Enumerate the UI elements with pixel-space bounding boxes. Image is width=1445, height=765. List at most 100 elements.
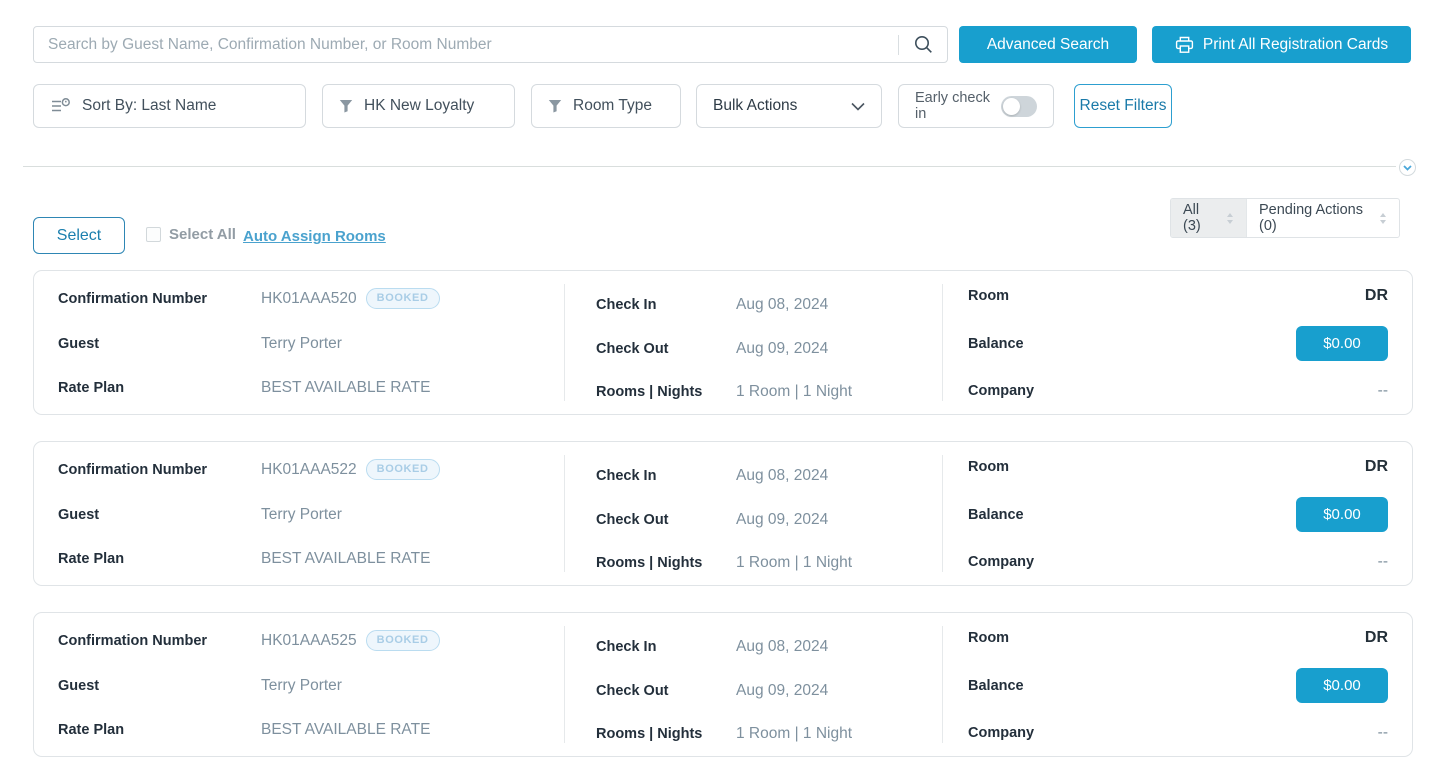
advanced-search-button[interactable]: Advanced Search	[959, 26, 1137, 63]
balance-label: Balance	[968, 335, 1024, 352]
early-check-in-control: Early check in	[898, 84, 1054, 128]
company-value: --	[1377, 553, 1388, 570]
confirmation-number-label: Confirmation Number	[58, 290, 208, 307]
balance-button[interactable]: $0.00	[1296, 497, 1388, 532]
select-all-checkbox[interactable]	[146, 227, 161, 242]
guest-value: Terry Porter	[261, 506, 342, 523]
room-value: DR	[1364, 629, 1388, 646]
hk-new-loyalty-label: HK New Loyalty	[364, 97, 475, 114]
room-value: DR	[1364, 287, 1388, 304]
confirmation-number-label: Confirmation Number	[58, 461, 208, 478]
balance-button[interactable]: $0.00	[1296, 668, 1388, 703]
confirmation-number-value: HK01AAA525	[261, 631, 357, 649]
bulk-actions-label: Bulk Actions	[713, 97, 798, 114]
guest-value: Terry Porter	[261, 677, 342, 694]
search-button[interactable]	[899, 27, 947, 62]
filter-funnel-icon	[548, 99, 562, 113]
company-label: Company	[968, 725, 1035, 741]
tab-pending-actions[interactable]: Pending Actions (0)	[1246, 199, 1399, 237]
room-type-filter[interactable]: Room Type	[531, 84, 681, 128]
search-input[interactable]	[34, 27, 898, 62]
rate-plan-label: Rate Plan	[58, 722, 125, 738]
hk-new-loyalty-filter[interactable]: HK New Loyalty	[322, 84, 515, 128]
toggle-knob	[1003, 97, 1020, 115]
reset-filters-button[interactable]: Reset Filters	[1074, 84, 1172, 128]
sort-icon	[50, 97, 71, 115]
company-label: Company	[968, 554, 1035, 570]
card-stay-column: Check In Aug 08, 2024 Check Out Aug 09, …	[596, 442, 942, 585]
card-guest-column: Confirmation Number HK01AAA525 BOOKED Gu…	[58, 613, 564, 756]
search-divider	[898, 34, 899, 55]
collapse-filters-button[interactable]	[1399, 159, 1416, 176]
rooms-nights-value: 1 Room | 1 Night	[736, 554, 853, 571]
card-divider	[564, 626, 565, 743]
reservation-card[interactable]: Confirmation Number HK01AAA522 BOOKED Gu…	[33, 441, 1413, 586]
card-room-column: Room DR Balance $0.00 Company --	[968, 271, 1388, 414]
check-in-value: Aug 08, 2024	[736, 467, 829, 484]
rooms-nights-value: 1 Room | 1 Night	[736, 383, 853, 400]
select-all-label: Select All	[169, 226, 236, 243]
rooms-nights-label: Rooms | Nights	[596, 384, 703, 400]
check-out-label: Check Out	[596, 682, 669, 699]
balance-button[interactable]: $0.00	[1296, 326, 1388, 361]
company-value: --	[1377, 382, 1388, 399]
company-value: --	[1377, 724, 1388, 741]
status-badge: BOOKED	[365, 288, 440, 309]
early-check-in-toggle[interactable]	[1001, 95, 1037, 117]
status-badge: BOOKED	[365, 630, 440, 651]
company-label: Company	[968, 383, 1035, 399]
rate-plan-value: BEST AVAILABLE RATE	[261, 550, 431, 567]
card-guest-column: Confirmation Number HK01AAA522 BOOKED Gu…	[58, 442, 564, 585]
tab-pending-label: Pending Actions (0)	[1259, 202, 1363, 234]
print-all-label: Print All Registration Cards	[1202, 35, 1389, 53]
check-in-value: Aug 08, 2024	[736, 638, 829, 655]
select-label: Select	[56, 226, 102, 244]
print-all-registration-cards-button[interactable]: Print All Registration Cards	[1152, 26, 1411, 63]
bulk-actions-dropdown[interactable]: Bulk Actions	[696, 84, 882, 128]
rate-plan-value: BEST AVAILABLE RATE	[261, 379, 431, 396]
room-label: Room	[968, 630, 1010, 646]
reservation-tabs: All (3) Pending Actions (0)	[1170, 198, 1400, 238]
check-in-label: Check In	[596, 297, 657, 313]
reservation-card[interactable]: Confirmation Number HK01AAA520 BOOKED Gu…	[33, 270, 1413, 415]
advanced-search-label: Advanced Search	[986, 35, 1110, 53]
room-label: Room	[968, 288, 1010, 304]
rooms-nights-label: Rooms | Nights	[596, 555, 703, 571]
guest-label: Guest	[58, 507, 100, 523]
sort-by-dropdown[interactable]: Sort By: Last Name	[33, 84, 306, 128]
check-out-value: Aug 09, 2024	[736, 510, 829, 528]
check-in-label: Check In	[596, 639, 657, 655]
reservation-card[interactable]: Confirmation Number HK01AAA525 BOOKED Gu…	[33, 612, 1413, 757]
rooms-nights-label: Rooms | Nights	[596, 726, 703, 742]
rooms-nights-value: 1 Room | 1 Night	[736, 725, 853, 742]
auto-assign-rooms-link[interactable]: Auto Assign Rooms	[243, 228, 386, 245]
room-label: Room	[968, 459, 1010, 475]
card-divider	[942, 626, 943, 743]
select-button[interactable]: Select	[33, 217, 125, 254]
room-value: DR	[1364, 458, 1388, 475]
check-in-label: Check In	[596, 468, 657, 484]
check-in-value: Aug 08, 2024	[736, 296, 829, 313]
guest-label: Guest	[58, 678, 100, 694]
card-stay-column: Check In Aug 08, 2024 Check Out Aug 09, …	[596, 613, 942, 756]
chevron-down-icon	[851, 102, 865, 111]
search-bar	[33, 26, 948, 63]
confirmation-number-value: HK01AAA520	[261, 289, 357, 307]
rate-plan-label: Rate Plan	[58, 380, 125, 396]
room-type-label: Room Type	[573, 97, 652, 114]
guest-value: Terry Porter	[261, 335, 342, 352]
early-check-in-label: Early check in	[915, 90, 990, 122]
sorter-icon	[1379, 212, 1387, 225]
tab-all-label: All (3)	[1183, 202, 1201, 234]
select-all-control[interactable]: Select All	[146, 226, 236, 243]
card-stay-column: Check In Aug 08, 2024 Check Out Aug 09, …	[596, 271, 942, 414]
check-out-value: Aug 09, 2024	[736, 681, 829, 699]
confirmation-number-value: HK01AAA522	[261, 460, 357, 478]
tab-all[interactable]: All (3)	[1171, 199, 1246, 237]
rate-plan-label: Rate Plan	[58, 551, 125, 567]
card-room-column: Room DR Balance $0.00 Company --	[968, 442, 1388, 585]
sort-by-label: Sort By: Last Name	[82, 97, 217, 114]
filter-funnel-icon	[339, 99, 353, 113]
card-divider	[564, 455, 565, 572]
card-divider	[564, 284, 565, 401]
